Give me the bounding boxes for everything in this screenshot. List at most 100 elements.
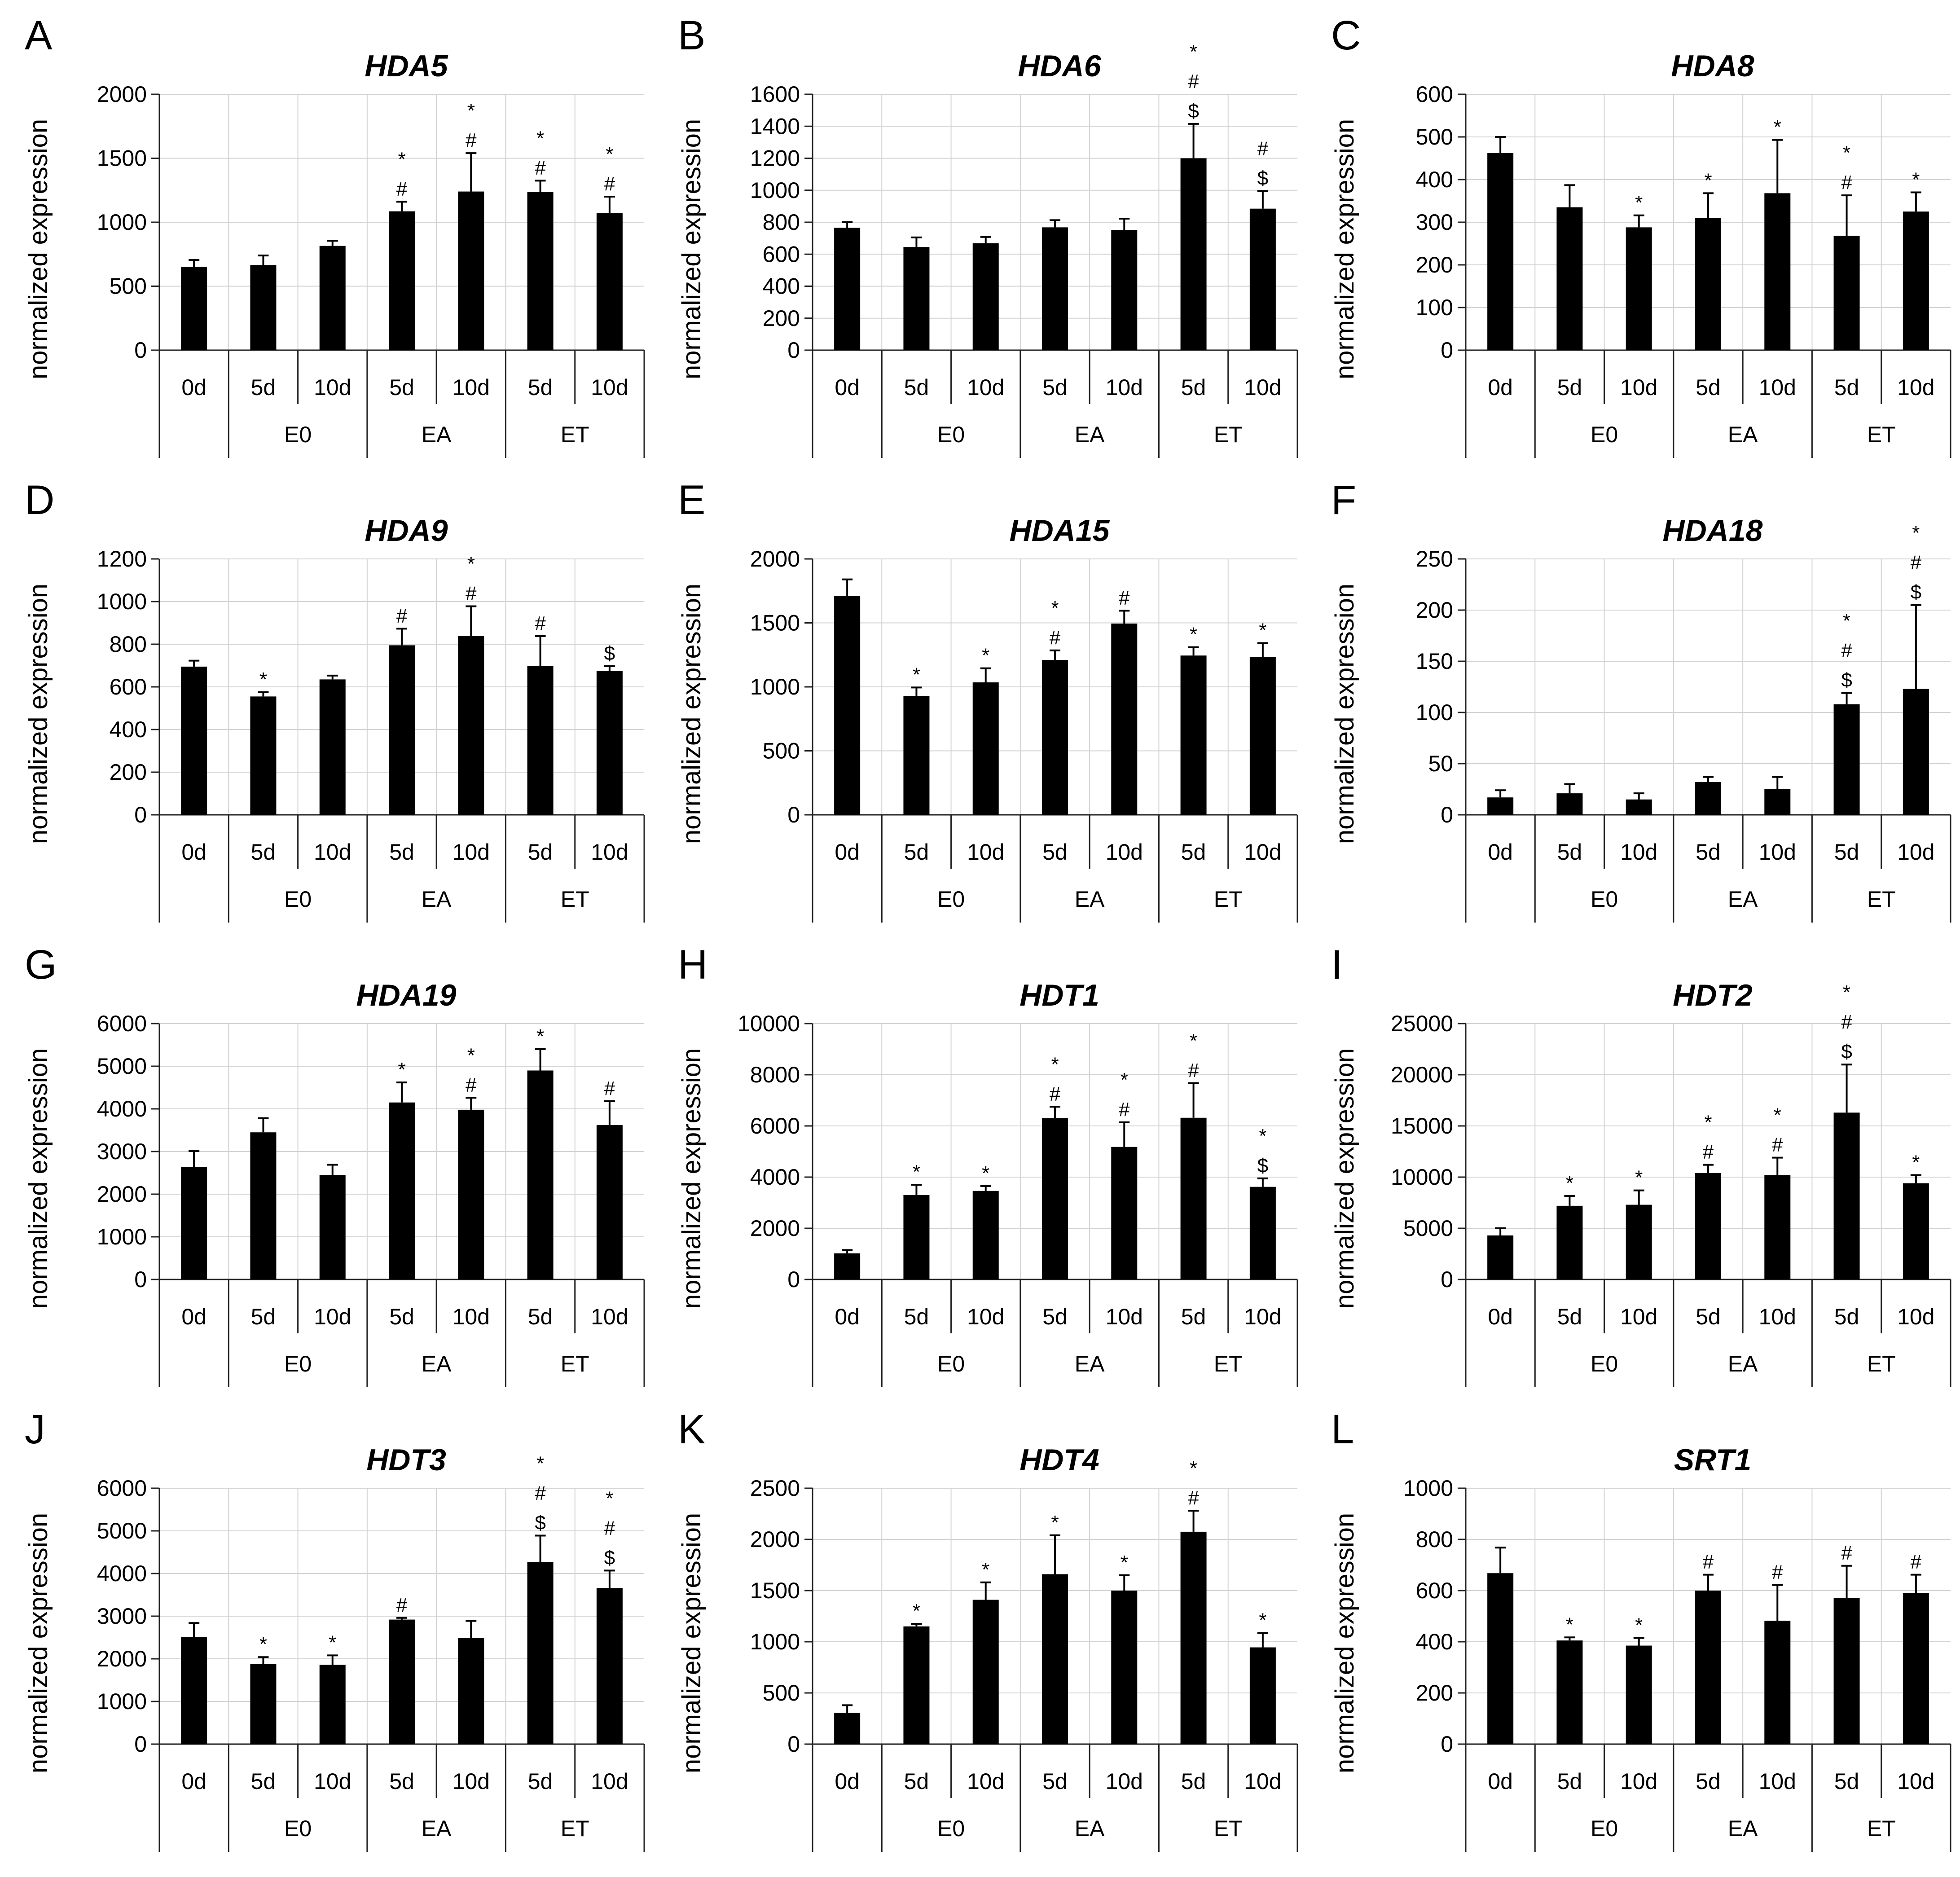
- significance-mark: *: [1259, 1609, 1266, 1631]
- x-tick-label: 5d: [1557, 375, 1582, 400]
- group-label: E0: [284, 1816, 312, 1841]
- x-tick-label: 10d: [591, 840, 628, 865]
- x-tick-label: 5d: [251, 375, 276, 400]
- chart-panel-c: C HDA8 normalized expression 0 100 200 300 400 5…: [1306, 0, 1957, 467]
- significance-mark: * # $: [1911, 522, 1922, 603]
- y-tick-label: 2000: [97, 82, 147, 107]
- y-tick-label: 250: [1416, 546, 1453, 571]
- x-tick-label: 5d: [1557, 1769, 1582, 1794]
- bar: [1903, 211, 1929, 350]
- bar: [1833, 704, 1860, 815]
- y-tick-label: 400: [110, 717, 147, 742]
- significance-mark: * #: [466, 100, 477, 151]
- significance-mark: *: [1912, 169, 1920, 191]
- bar: [250, 1132, 277, 1279]
- bar: [458, 1638, 484, 1744]
- bar: [903, 695, 930, 815]
- y-tick-label: 100: [1416, 295, 1453, 320]
- bar: [527, 192, 554, 350]
- chart-svg-l: L SRT1 normalized expression 0 200 400 600 800 1…: [1330, 1407, 1951, 1852]
- y-tick-label: 15000: [1391, 1113, 1453, 1139]
- y-tick-label: 500: [1416, 124, 1453, 149]
- y-axis-label: normalized expression: [1330, 1513, 1359, 1773]
- bar: [319, 1665, 346, 1744]
- y-tick-label: 600: [1416, 1578, 1453, 1603]
- x-tick-label: 10d: [453, 1304, 490, 1329]
- chart-title: HDA8: [1671, 49, 1754, 83]
- chart-svg-i: I HDT2 normalized expression 0 5000 10000 1500…: [1330, 942, 1951, 1387]
- y-tick-label: 0: [787, 1267, 800, 1292]
- x-tick-label: 10d: [453, 840, 490, 865]
- chart-title: HDA6: [1018, 49, 1101, 83]
- x-tick-label: 10d: [1759, 1304, 1796, 1329]
- bar: [250, 1664, 277, 1744]
- y-tick-label: 0: [1441, 338, 1453, 363]
- significance-mark: *: [1704, 169, 1712, 191]
- panel-letter: F: [1331, 477, 1356, 523]
- x-tick-label: 0d: [835, 840, 860, 865]
- group-label: EA: [422, 422, 452, 447]
- x-tick-label: 10d: [1620, 840, 1657, 865]
- x-tick-label: 10d: [314, 1304, 351, 1329]
- y-tick-label: 400: [1416, 1629, 1453, 1654]
- panel-letter: J: [25, 1407, 45, 1452]
- y-tick-label: 4000: [97, 1096, 147, 1121]
- panel-letter: E: [678, 477, 705, 523]
- panel-letter: B: [678, 13, 705, 58]
- significance-mark: *: [1051, 1512, 1059, 1534]
- y-tick-label: 1600: [750, 82, 800, 107]
- x-tick-label: 10d: [1620, 375, 1657, 400]
- significance-mark: *: [1566, 1613, 1573, 1635]
- significance-mark: *: [913, 664, 920, 686]
- chart-panel-i: I HDT2 normalized expression 0 5000 10000 1500…: [1306, 929, 1957, 1396]
- bar: [458, 1109, 484, 1279]
- chart-svg-a: A HDA5 normalized expression 0 500 1000 1500 20…: [24, 13, 645, 458]
- bar: [1556, 1205, 1583, 1279]
- group-label: ET: [561, 422, 589, 447]
- significance-mark: * #: [1119, 1069, 1130, 1121]
- panel-letter: C: [1331, 13, 1361, 58]
- significance-mark: $: [604, 642, 615, 664]
- chart-panel-j: J HDT3 normalized expression 0 1000 2000 3000 4…: [0, 1394, 651, 1861]
- y-tick-label: 5000: [1403, 1216, 1453, 1241]
- chart-panel-b: B HDA6 normalized expression 0 200 400 600 800 1…: [653, 0, 1304, 467]
- group-label: E0: [937, 1351, 965, 1376]
- group-label: E0: [937, 887, 965, 912]
- y-tick-label: 1000: [97, 1224, 147, 1249]
- bar: [1042, 660, 1068, 815]
- bar: [181, 267, 207, 350]
- bar: [596, 1588, 623, 1744]
- bar: [1764, 193, 1791, 350]
- significance-mark: *: [913, 1600, 920, 1622]
- significance-mark: #: [1703, 1551, 1714, 1573]
- y-tick-label: 10000: [1391, 1165, 1453, 1190]
- bar: [1042, 1574, 1068, 1744]
- group-label: EA: [1728, 1816, 1758, 1841]
- bar: [1764, 1621, 1791, 1744]
- x-tick-label: 5d: [1696, 375, 1721, 400]
- significance-mark: #: [396, 1594, 408, 1616]
- significance-mark: #: [535, 612, 546, 634]
- significance-mark: * #: [1050, 597, 1061, 649]
- bar: [181, 666, 207, 815]
- x-tick-label: 10d: [1897, 375, 1934, 400]
- y-tick-label: 100: [1416, 700, 1453, 725]
- x-tick-label: 5d: [1042, 1304, 1068, 1329]
- significance-mark: *: [329, 1631, 336, 1653]
- bar: [250, 696, 277, 815]
- significance-mark: *: [259, 1633, 267, 1655]
- group-label: E0: [284, 887, 312, 912]
- group-label: ET: [1867, 1816, 1896, 1841]
- x-tick-label: 0d: [1488, 375, 1513, 400]
- x-tick-label: 10d: [967, 375, 1004, 400]
- bar: [1695, 1173, 1721, 1279]
- group-label: EA: [422, 1816, 452, 1841]
- y-tick-label: 0: [134, 1732, 147, 1757]
- y-axis-label: normalized expression: [1330, 584, 1359, 844]
- x-tick-label: 5d: [1181, 1769, 1206, 1794]
- panel-letter: H: [678, 942, 708, 988]
- significance-mark: *: [1566, 1172, 1573, 1194]
- y-tick-label: 400: [763, 274, 800, 299]
- significance-mark: #: [1841, 1542, 1852, 1564]
- chart-panel-g: G HDA19 normalized expression 0 1000 2000 3000…: [0, 929, 651, 1396]
